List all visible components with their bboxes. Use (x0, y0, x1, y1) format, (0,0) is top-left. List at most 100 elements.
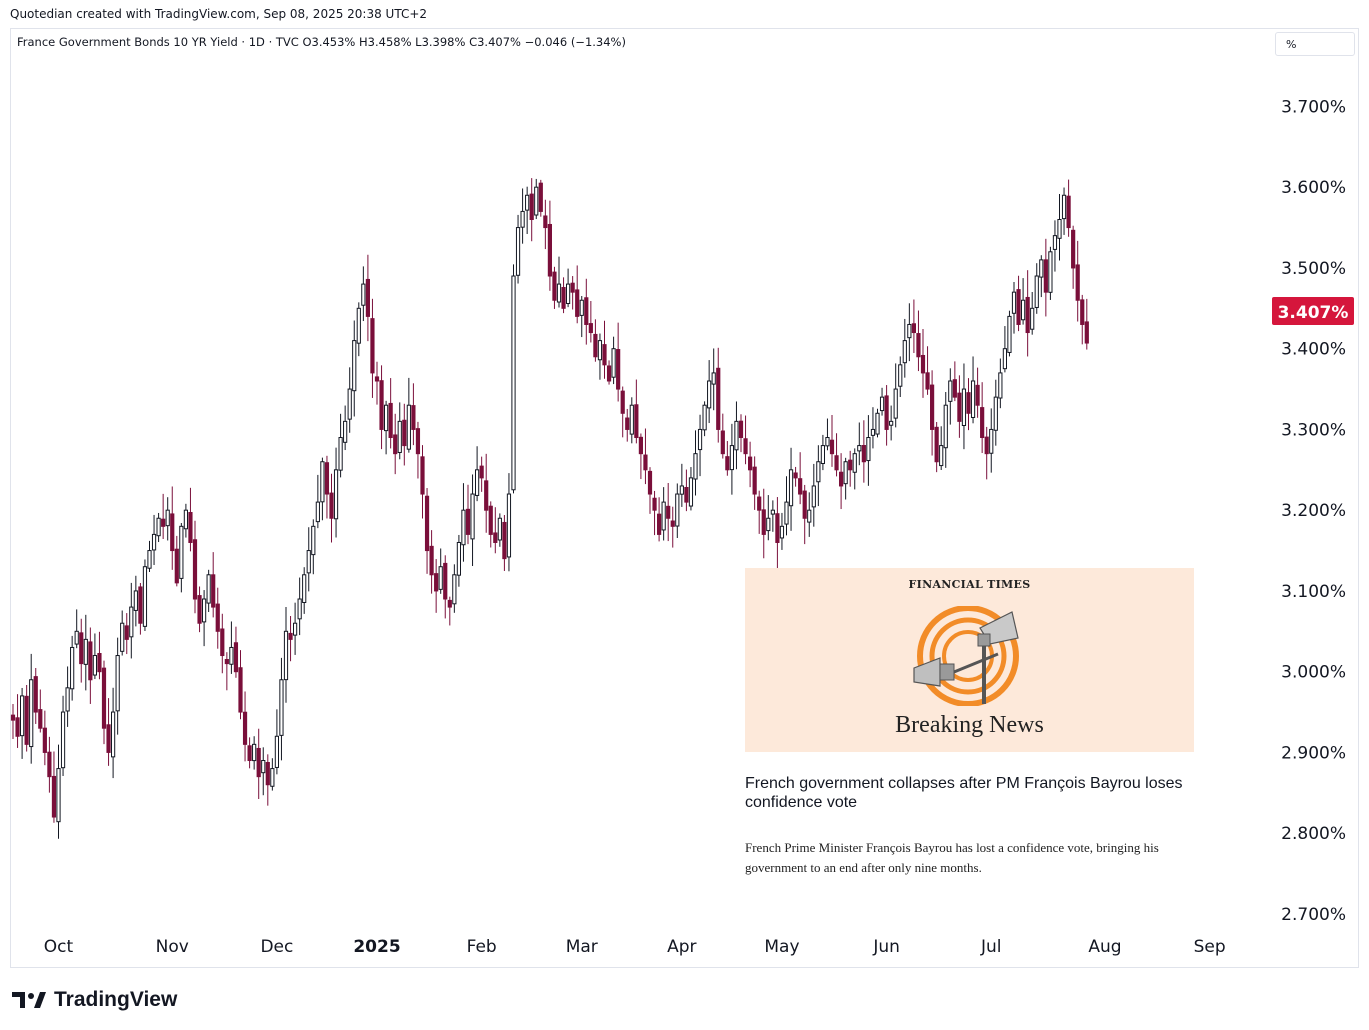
candle[interactable] (652, 490, 657, 536)
candle[interactable] (20, 687, 25, 759)
candle[interactable] (338, 413, 343, 478)
candle[interactable] (411, 383, 416, 446)
candle[interactable] (115, 637, 120, 735)
candle[interactable] (961, 363, 967, 450)
candle[interactable] (297, 577, 302, 636)
candle[interactable] (998, 358, 1003, 409)
candle[interactable] (579, 296, 584, 338)
candle[interactable] (884, 385, 889, 446)
candle[interactable] (993, 379, 998, 446)
candle[interactable] (424, 488, 430, 574)
candle[interactable] (479, 456, 484, 492)
candle[interactable] (1043, 238, 1048, 317)
candle[interactable] (515, 214, 521, 284)
news-image[interactable]: FINANCIAL TIMES Breaking News (745, 568, 1194, 752)
candle[interactable] (97, 631, 102, 680)
candle[interactable] (957, 375, 962, 438)
candle[interactable] (793, 466, 798, 487)
candle[interactable] (757, 490, 762, 534)
candle[interactable] (393, 413, 398, 475)
candle[interactable] (829, 414, 835, 467)
candle[interactable] (811, 463, 816, 527)
candle[interactable] (1080, 294, 1085, 345)
candle[interactable] (38, 689, 43, 733)
candle[interactable] (434, 559, 439, 613)
candle[interactable] (566, 268, 571, 308)
candle[interactable] (570, 276, 575, 310)
candle[interactable] (211, 552, 216, 618)
candle[interactable] (242, 691, 248, 762)
candle[interactable] (939, 426, 944, 471)
candle[interactable] (224, 652, 229, 691)
candle[interactable] (279, 657, 284, 761)
candle[interactable] (725, 441, 730, 476)
candle[interactable] (138, 582, 143, 635)
candle[interactable] (1084, 298, 1089, 350)
candle[interactable] (10, 703, 16, 740)
candle[interactable] (602, 320, 607, 379)
candle[interactable] (1021, 278, 1026, 325)
candle[interactable] (497, 513, 502, 547)
candle[interactable] (147, 540, 152, 573)
candle[interactable] (315, 474, 320, 529)
candle[interactable] (1048, 246, 1053, 300)
y-axis[interactable]: 3.700% 3.600% 3.500% 3.400% 3.300% 3.200% 3.10… (1281, 97, 1346, 924)
candle[interactable] (311, 519, 316, 575)
candle[interactable] (984, 426, 989, 480)
candle[interactable] (966, 378, 971, 431)
candle[interactable] (388, 378, 393, 449)
candle[interactable] (133, 575, 138, 627)
candle[interactable] (352, 320, 357, 417)
candle[interactable] (188, 487, 193, 552)
candle[interactable] (88, 627, 93, 704)
candle[interactable] (643, 428, 648, 485)
candle[interactable] (716, 347, 721, 443)
candle[interactable] (302, 567, 307, 614)
candle[interactable] (989, 408, 994, 473)
candle[interactable] (943, 392, 948, 468)
candle[interactable] (238, 650, 243, 720)
candle[interactable] (151, 514, 157, 565)
candle[interactable] (611, 336, 616, 385)
candle[interactable] (1002, 326, 1007, 373)
candle[interactable] (870, 407, 876, 449)
candle[interactable] (843, 457, 848, 500)
candle[interactable] (29, 653, 34, 764)
candle[interactable] (848, 450, 853, 487)
candle[interactable] (443, 555, 448, 619)
candle[interactable] (625, 408, 630, 442)
candle[interactable] (374, 361, 380, 405)
candle[interactable] (784, 476, 789, 536)
candle[interactable] (634, 379, 639, 444)
candle[interactable] (142, 559, 148, 631)
candle[interactable] (520, 188, 525, 244)
candle[interactable] (616, 322, 621, 402)
candle[interactable] (70, 635, 75, 701)
candle[interactable] (74, 609, 79, 649)
candle[interactable] (51, 751, 57, 823)
symbol-legend[interactable]: France Government Bonds 10 YR Yield · 1D… (17, 35, 626, 49)
candle[interactable] (447, 596, 452, 626)
candle[interactable] (907, 303, 912, 362)
candle[interactable] (320, 457, 325, 521)
candle[interactable] (438, 548, 443, 594)
candle[interactable] (875, 408, 880, 438)
candle[interactable] (834, 433, 839, 477)
candle[interactable] (729, 423, 734, 495)
candle[interactable] (465, 484, 471, 545)
candle[interactable] (283, 606, 289, 703)
candle[interactable] (584, 278, 589, 345)
candle[interactable] (588, 300, 593, 343)
candle[interactable] (679, 463, 684, 507)
candle[interactable] (42, 710, 47, 766)
candle[interactable] (920, 329, 926, 398)
candle[interactable] (638, 433, 643, 480)
candle[interactable] (502, 515, 507, 571)
candle[interactable] (288, 616, 293, 662)
candle[interactable] (456, 534, 461, 587)
candle[interactable] (670, 506, 675, 548)
candle[interactable] (384, 400, 389, 455)
candle[interactable] (647, 467, 653, 514)
candle[interactable] (215, 587, 220, 649)
